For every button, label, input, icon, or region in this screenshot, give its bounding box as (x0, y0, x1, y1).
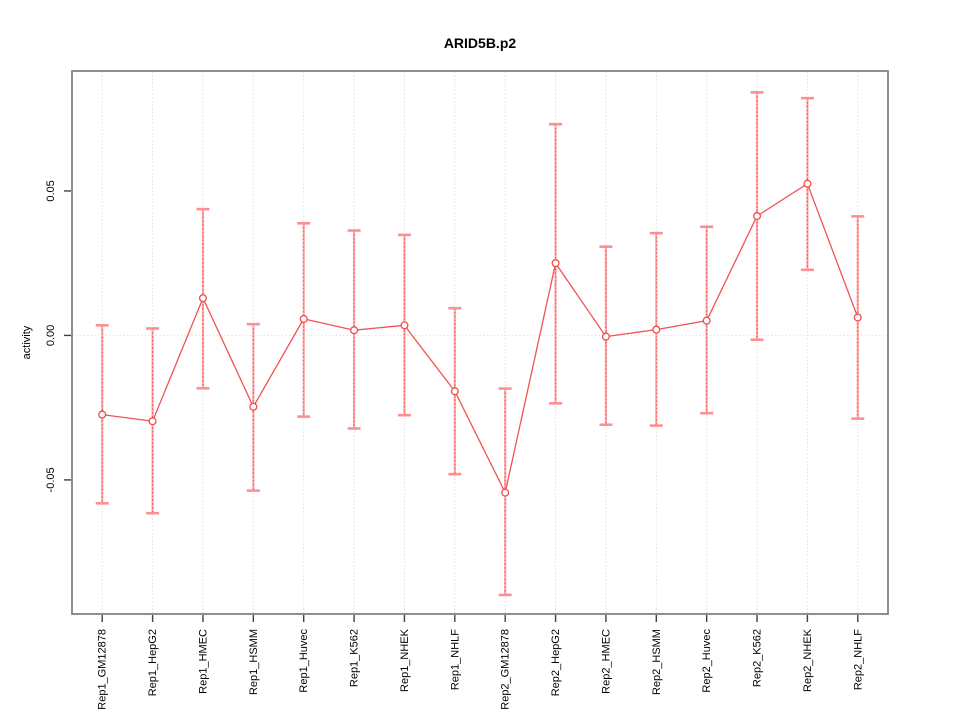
data-point-marker (803, 179, 812, 188)
data-point-marker (198, 294, 208, 303)
chart-title: ARID5B.p2 (444, 35, 517, 51)
data-point-marker (652, 325, 661, 334)
data-point-marker (450, 387, 459, 396)
x-tick-label: Rep2_GM12878 (500, 629, 512, 710)
series-polyline (102, 182, 859, 495)
data-points (98, 179, 862, 497)
x-tick-label: Rep2_NHEK (802, 628, 814, 692)
data-point-marker (551, 259, 560, 268)
error-bars (95, 91, 865, 597)
x-tick-label: Rep2_HSMM (651, 629, 663, 695)
series-line (102, 182, 859, 495)
x-tick-label: Rep1_Huvec (298, 629, 310, 693)
x-tick-label: Rep2_Huvec (701, 629, 713, 693)
data-point-marker (299, 314, 308, 323)
x-axis: Rep1_GM12878 Rep1_HepG2 Rep1_HMEC Rep1_HSMM… (97, 615, 864, 710)
x-tick-label: Rep1_K562 (349, 629, 361, 687)
plot-box (71, 70, 889, 615)
data-point-marker (853, 313, 862, 322)
data-point-marker (501, 488, 510, 497)
data-point-marker (400, 321, 409, 330)
x-tick-label: Rep1_NHEK (399, 628, 411, 692)
data-point-marker (702, 316, 711, 325)
y-tick-label: 0.00 (45, 325, 57, 346)
x-tick-label: Rep1_GM12878 (97, 629, 109, 710)
data-point-marker (350, 326, 359, 335)
data-point-marker (98, 410, 107, 419)
data-point-marker (148, 417, 157, 426)
y-tick-label: 0.05 (45, 180, 57, 201)
y-tick-label: -0.05 (45, 467, 57, 492)
data-point-marker (752, 212, 762, 221)
x-tick-label: Rep1_HSMM (248, 629, 260, 695)
data-point-marker (249, 402, 258, 411)
y-axis: 0.05 0.00 -0.05 (45, 180, 71, 492)
x-tick-label: Rep2_NHLF (852, 629, 864, 690)
data-point-marker (601, 332, 610, 341)
x-tick-label: Rep1_NHLF (449, 629, 461, 690)
x-tick-label: Rep2_K562 (752, 629, 764, 687)
x-tick-label: Rep2_HMEC (600, 629, 612, 694)
plot-border (71, 70, 889, 615)
y-axis-label: activity (21, 325, 33, 359)
gridlines (101, 72, 859, 613)
x-tick-label: Rep1_HMEC (197, 629, 209, 694)
x-tick-label: Rep2_HepG2 (550, 629, 562, 696)
x-tick-label: Rep1_HepG2 (147, 629, 159, 696)
